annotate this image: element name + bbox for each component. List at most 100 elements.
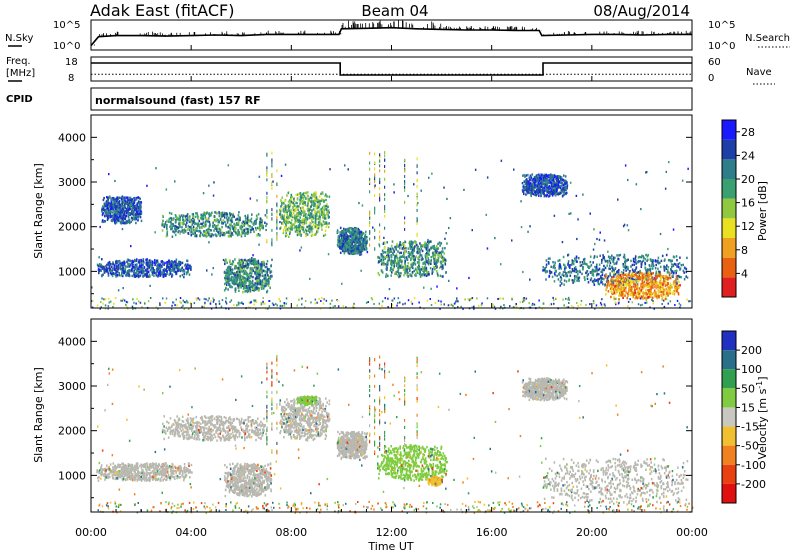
velocity-streaks xyxy=(266,354,418,456)
power-colorbar-tick-label: 24 xyxy=(741,149,755,162)
velocity-colorbar: 200 100 50 15 -15 -50 -100 -200 xyxy=(721,330,766,504)
xtick-label: 12:00 xyxy=(376,526,408,539)
freq-plot xyxy=(91,62,692,76)
velocity-ytick-label: 3000 xyxy=(58,380,86,393)
power-region xyxy=(161,211,268,238)
power-colorbar-tick-label: 4 xyxy=(741,267,748,280)
power-colorbar-swatch xyxy=(722,159,736,179)
power-region xyxy=(96,258,192,279)
velocity-colorbar-tick-label: -100 xyxy=(741,459,766,472)
power-region xyxy=(101,195,143,225)
velocity-region xyxy=(96,462,193,483)
power-colorbar-swatch xyxy=(722,218,736,238)
velocity-colorbar-swatch xyxy=(722,445,736,465)
noise-left-bottom: 10^0 xyxy=(53,41,80,52)
power-colorbar-frame xyxy=(721,119,737,298)
nave-label: Nave xyxy=(746,67,772,78)
xtick-label: 00:00 xyxy=(75,526,107,539)
power-colorbar-tick-label: 12 xyxy=(741,220,755,233)
power-ytick-label: 2000 xyxy=(58,221,86,234)
beam-title: Beam 04 xyxy=(361,2,428,20)
freq-left-top: 18 xyxy=(65,57,78,68)
power-y-label: Slant Range [km] xyxy=(32,163,45,259)
velocity-ytick-label: 4000 xyxy=(58,335,86,348)
velocity-ytick-label: 1000 xyxy=(58,469,86,482)
freq-series-line xyxy=(91,62,692,76)
station-title: Adak East (fitACF) xyxy=(90,1,234,20)
velocity-colorbar-tick-label: -15 xyxy=(741,421,759,434)
velocity-region xyxy=(377,444,449,482)
velocity-data-layer xyxy=(96,354,694,514)
freq-label-line1: Freq. xyxy=(6,56,31,67)
power-colorbar-tick-label: 8 xyxy=(741,244,748,257)
velocity-colorbar-swatch xyxy=(722,388,736,408)
velocity-near-range-speckle xyxy=(97,500,694,514)
power-ytick-label: 4000 xyxy=(58,131,86,144)
power-colorbar-tick-label: 28 xyxy=(741,126,755,139)
velocity-colorbar-tick-label: 50 xyxy=(741,382,755,395)
cpid-value: normalsound (fast) 157 RF xyxy=(95,94,261,107)
velocity-region xyxy=(161,415,268,442)
power-region xyxy=(279,191,331,238)
power-colorbar-tick-label: 20 xyxy=(741,173,755,186)
velocity-panel-bg xyxy=(91,319,692,512)
power-region xyxy=(604,271,681,301)
xtick-label: 04:00 xyxy=(175,526,207,539)
noise-right-bottom: 10^0 xyxy=(708,41,735,52)
power-colorbar-swatch xyxy=(722,238,736,258)
date-title: 08/Aug/2014 xyxy=(593,2,690,20)
velocity-region xyxy=(336,430,368,460)
velocity-colorbar-tick-label: 100 xyxy=(741,363,762,376)
freq-label-line2: [MHz] xyxy=(6,68,35,79)
power-colorbar-swatch xyxy=(722,277,736,297)
time-x-label: Time UT xyxy=(367,540,413,553)
power-ytick-label: 1000 xyxy=(58,265,86,278)
velocity-y-label: Slant Range [km] xyxy=(32,367,45,463)
nsky-series-line xyxy=(90,26,692,47)
velocity-colorbar-frame xyxy=(721,330,737,504)
noise-right-top: 10^5 xyxy=(708,20,735,31)
velocity-colorbar-swatch xyxy=(722,426,736,446)
power-data-layer xyxy=(91,151,692,310)
velocity-region xyxy=(521,377,569,402)
power-colorbar: 4 8 12 16 20 24 28 xyxy=(721,119,755,298)
xtick-label: 00:00 xyxy=(676,526,708,539)
velocity-region xyxy=(223,462,273,498)
power-colorbar-label: Power [dB] xyxy=(756,181,769,241)
velocity-colorbar-swatch xyxy=(722,350,736,370)
velocity-region xyxy=(296,395,318,407)
power-colorbar-swatch xyxy=(722,198,736,219)
xtick-label: 16:00 xyxy=(476,526,508,539)
velocity-scatter xyxy=(97,364,688,496)
noise-plot xyxy=(90,19,692,47)
power-scatter xyxy=(91,159,689,292)
power-ytick-label: 3000 xyxy=(58,176,86,189)
nsky-label: N.Sky xyxy=(5,33,33,44)
xtick-label: 20:00 xyxy=(576,526,608,539)
velocity-region xyxy=(426,475,443,487)
power-region xyxy=(223,258,273,294)
power-streaks xyxy=(266,151,418,252)
power-region xyxy=(377,240,448,279)
freq-right-bottom: 0 xyxy=(708,73,714,84)
velocity-ytick-label: 2000 xyxy=(58,425,86,438)
power-colorbar-swatch xyxy=(722,139,736,160)
velocity-colorbar-swatch xyxy=(722,331,736,351)
xtick-label: 08:00 xyxy=(275,526,307,539)
velocity-colorbar-label: Velocity [m s-1] xyxy=(755,376,769,459)
velocity-colorbar-tick-label: -50 xyxy=(741,440,759,453)
nsearch-label: N.Search xyxy=(745,33,790,44)
power-colorbar-swatch xyxy=(722,179,736,199)
velocity-colorbar-tick-label: 15 xyxy=(741,401,755,414)
power-region xyxy=(336,226,368,256)
velocity-colorbar-swatch xyxy=(722,483,736,503)
power-colorbar-swatch xyxy=(722,120,736,140)
cpid-panel-frame xyxy=(90,87,693,111)
velocity-colorbar-swatch xyxy=(722,407,736,427)
power-colorbar-swatch xyxy=(722,257,736,278)
velocity-colorbar-tick-label: 200 xyxy=(741,344,762,357)
velocity-y-axis: 1000 2000 3000 4000 xyxy=(58,318,692,499)
cpid-label: CPID xyxy=(6,94,33,105)
freq-right-top: 60 xyxy=(708,57,721,68)
